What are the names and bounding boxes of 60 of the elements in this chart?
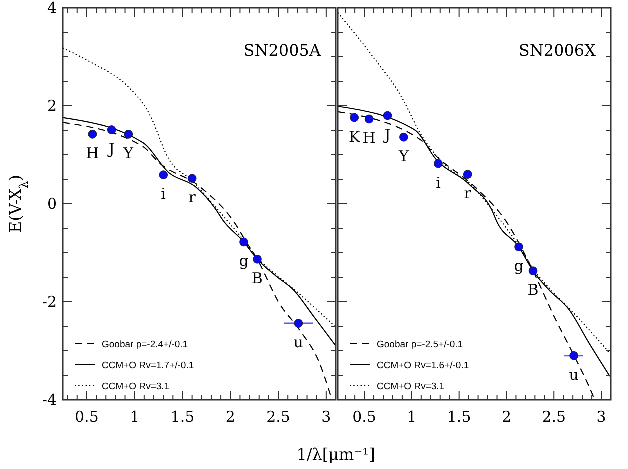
x-tick-label: 2 (226, 408, 236, 426)
annotation: J (106, 140, 115, 158)
y-tick-label: 0 (47, 195, 57, 213)
point (463, 170, 472, 180)
x-tick-label: 2.5 (542, 408, 566, 426)
x-tick-label: 3 (596, 408, 606, 426)
annotation: r (464, 184, 472, 203)
annotation: K (348, 128, 361, 146)
point (434, 159, 443, 168)
annotation: H (362, 129, 376, 148)
x-tick-label: 0.5 (75, 408, 99, 426)
annotation: g (239, 252, 250, 270)
x-tick-label: 2 (502, 408, 512, 426)
point (383, 111, 392, 120)
legend-label: CCM+O Rv=1.7+/-0.1 (102, 360, 194, 372)
point (240, 238, 248, 247)
y-tick-label: -2 (42, 293, 57, 311)
point (570, 351, 578, 360)
annotation: u (569, 366, 580, 384)
point (514, 242, 524, 252)
point (159, 170, 168, 180)
annotation: i (161, 185, 166, 204)
annotation: u (294, 334, 304, 352)
y-tick-label: 2 (47, 97, 57, 115)
legend-label: CCM+O Rv=3.1 (102, 382, 170, 392)
x-tick-label: 0.5 (352, 408, 376, 426)
x-tick-label: 1.5 (447, 408, 472, 426)
point (350, 113, 360, 122)
x-tick-label: 2.5 (266, 408, 290, 426)
x-axis-title: 1/λ[μm⁻¹] (296, 445, 376, 464)
annotation: J (382, 126, 391, 144)
annotation: r (188, 188, 197, 207)
annotation: B (528, 281, 539, 300)
annotation: i (436, 174, 442, 192)
annotation: H (86, 144, 100, 162)
point (124, 130, 134, 139)
point (253, 254, 262, 264)
point (188, 174, 197, 183)
text: SN2005A (244, 41, 322, 60)
point (364, 114, 374, 124)
y-tick-label: 4 (47, 0, 57, 17)
legend-label: Goobar p=-2.4+/-0.1 (102, 340, 188, 350)
point (107, 126, 116, 134)
x-tick-label: 1 (407, 408, 417, 426)
x-tick-label: 3 (322, 408, 332, 426)
text: SN2006X (518, 41, 597, 60)
point (294, 319, 304, 328)
annotation: Y (398, 147, 410, 166)
x-tick-label: 1.5 (170, 408, 195, 426)
legend-label: CCM+O Rv=3.1 (377, 382, 445, 392)
point (400, 132, 408, 142)
legend-label: Goobar p=-2.5+/-0.1 (377, 340, 464, 350)
annotation: Y (122, 144, 135, 162)
x-tick-label: 1 (130, 408, 140, 426)
legend-label: CCM+O Rv=1.6+/-0.1 (377, 360, 470, 372)
y-tick-label: -4 (42, 391, 57, 409)
point (528, 266, 538, 276)
annotation: B (252, 269, 263, 288)
annotation: g (514, 257, 524, 276)
point (88, 130, 98, 139)
